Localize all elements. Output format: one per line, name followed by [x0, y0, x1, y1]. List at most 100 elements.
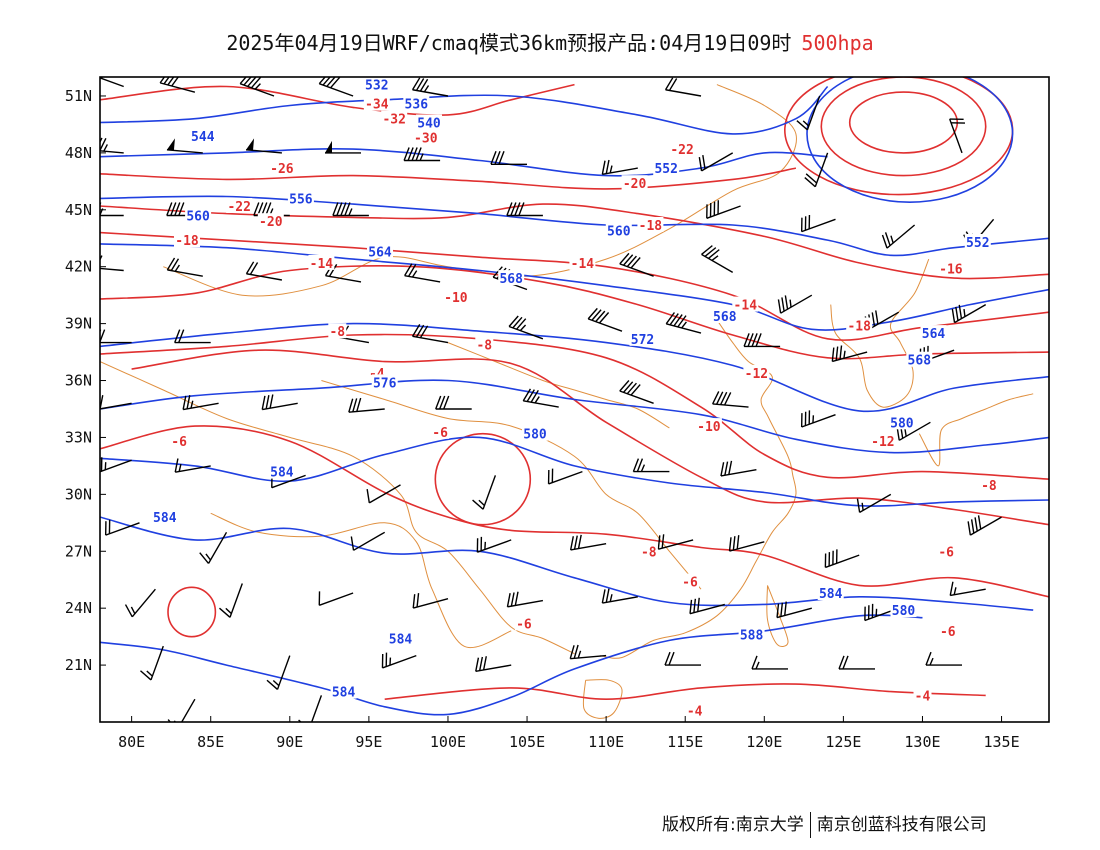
barb-full	[842, 655, 849, 670]
barb-full	[668, 651, 675, 666]
label-backdrop	[621, 175, 648, 191]
barb-half	[130, 606, 136, 615]
temperature-label: -12	[743, 364, 770, 382]
barb-full	[104, 521, 107, 536]
label-backdrop	[287, 190, 314, 206]
temperature-label: -4	[685, 702, 704, 720]
barb-full	[419, 78, 429, 92]
barb-full	[661, 534, 665, 549]
wind-barb	[800, 410, 836, 428]
barb-staff	[262, 402, 298, 411]
contour-label-text: 568	[499, 272, 523, 287]
wind-barb	[167, 698, 196, 722]
barb-full	[598, 312, 610, 324]
temperature-label: -18	[846, 317, 873, 335]
barb-full	[340, 202, 347, 216]
barb-full	[712, 391, 720, 405]
barb-full	[415, 147, 422, 161]
wind-barb	[350, 531, 386, 551]
barb-full	[800, 413, 803, 428]
label-backdrop	[363, 77, 390, 92]
label-backdrop	[257, 213, 284, 229]
height-label: 572	[629, 330, 656, 348]
temperature-label: -10	[695, 418, 722, 435]
barb-full	[419, 325, 429, 339]
wind-barb	[701, 245, 734, 274]
barb-full	[547, 469, 550, 484]
wind-barb	[728, 535, 765, 552]
height-contour	[100, 516, 1034, 611]
barb-staff	[706, 205, 741, 219]
contour-label-text: -22	[227, 200, 250, 215]
y-tick-label: 45N	[65, 201, 92, 219]
barb-full	[250, 77, 262, 89]
wind-barb	[689, 597, 725, 615]
barb-full	[673, 314, 683, 327]
barb-full	[717, 200, 719, 215]
temperature-closed-contour	[820, 77, 987, 177]
temperature-contour	[100, 265, 1049, 360]
label-backdrop	[681, 573, 699, 589]
label-backdrop	[938, 622, 957, 638]
barb-full	[439, 395, 446, 410]
barb-full	[970, 519, 975, 534]
contour-label-text: -6	[516, 617, 532, 632]
barb-staff	[806, 95, 821, 131]
barb-full	[856, 498, 861, 513]
wind-barb	[777, 294, 813, 314]
barb-full	[831, 347, 835, 362]
barb-full	[166, 257, 176, 271]
barb-full	[94, 63, 103, 77]
contour-label-text: 568	[908, 354, 932, 369]
barb-full	[166, 202, 173, 216]
contour-label-text: -14	[310, 257, 334, 272]
barb-full	[669, 313, 679, 326]
x-tick-label: 90E	[276, 733, 303, 751]
wind-barb	[266, 655, 291, 690]
wind-barb	[632, 458, 670, 473]
barb-staff	[167, 269, 203, 277]
label-backdrop	[367, 243, 393, 259]
x-tick-label: 100E	[430, 733, 466, 751]
barb-staff	[159, 82, 196, 93]
temperature-contour	[100, 333, 1049, 480]
x-tick-label: 115E	[667, 733, 703, 751]
barb-full	[186, 395, 191, 409]
barb-full	[871, 603, 874, 618]
temperature-label: -6	[937, 543, 956, 560]
temperature-label: -6	[938, 622, 957, 640]
wind-barb	[856, 493, 892, 514]
contour-label-text: 576	[373, 376, 397, 391]
border-line	[599, 319, 797, 659]
height-label: 532	[363, 77, 390, 94]
temperature-label: -8	[639, 543, 658, 560]
temperature-closed-contour	[167, 586, 217, 638]
barb-half	[254, 83, 261, 90]
wind-barb	[298, 695, 323, 722]
barb-half	[174, 264, 180, 272]
x-tick-label: 95E	[355, 733, 382, 751]
contour-label-text: -20	[623, 177, 647, 192]
barb-full	[619, 252, 630, 265]
copyright-label: 版权所有:南京大学	[662, 815, 804, 835]
label-backdrop	[937, 260, 964, 276]
barb-full	[587, 307, 598, 320]
barb-full	[170, 258, 180, 272]
barb-full	[411, 147, 418, 161]
contour-label-text: -4	[687, 705, 703, 720]
barb-half	[389, 657, 392, 666]
barb-half	[205, 553, 212, 561]
barb-full	[664, 77, 674, 91]
barb-staff	[100, 149, 124, 154]
barb-full	[510, 592, 515, 607]
barb-full	[199, 552, 210, 564]
temperature-label: -20	[621, 175, 648, 192]
label-backdrop	[174, 232, 200, 248]
barb-half	[609, 165, 613, 174]
label-backdrop	[431, 423, 450, 439]
contour-label-text: -8	[641, 545, 657, 560]
contour-label-text: -6	[432, 426, 448, 441]
barb-half	[812, 415, 815, 423]
barb-full	[698, 157, 703, 172]
contour-label-text: 552	[966, 236, 989, 251]
